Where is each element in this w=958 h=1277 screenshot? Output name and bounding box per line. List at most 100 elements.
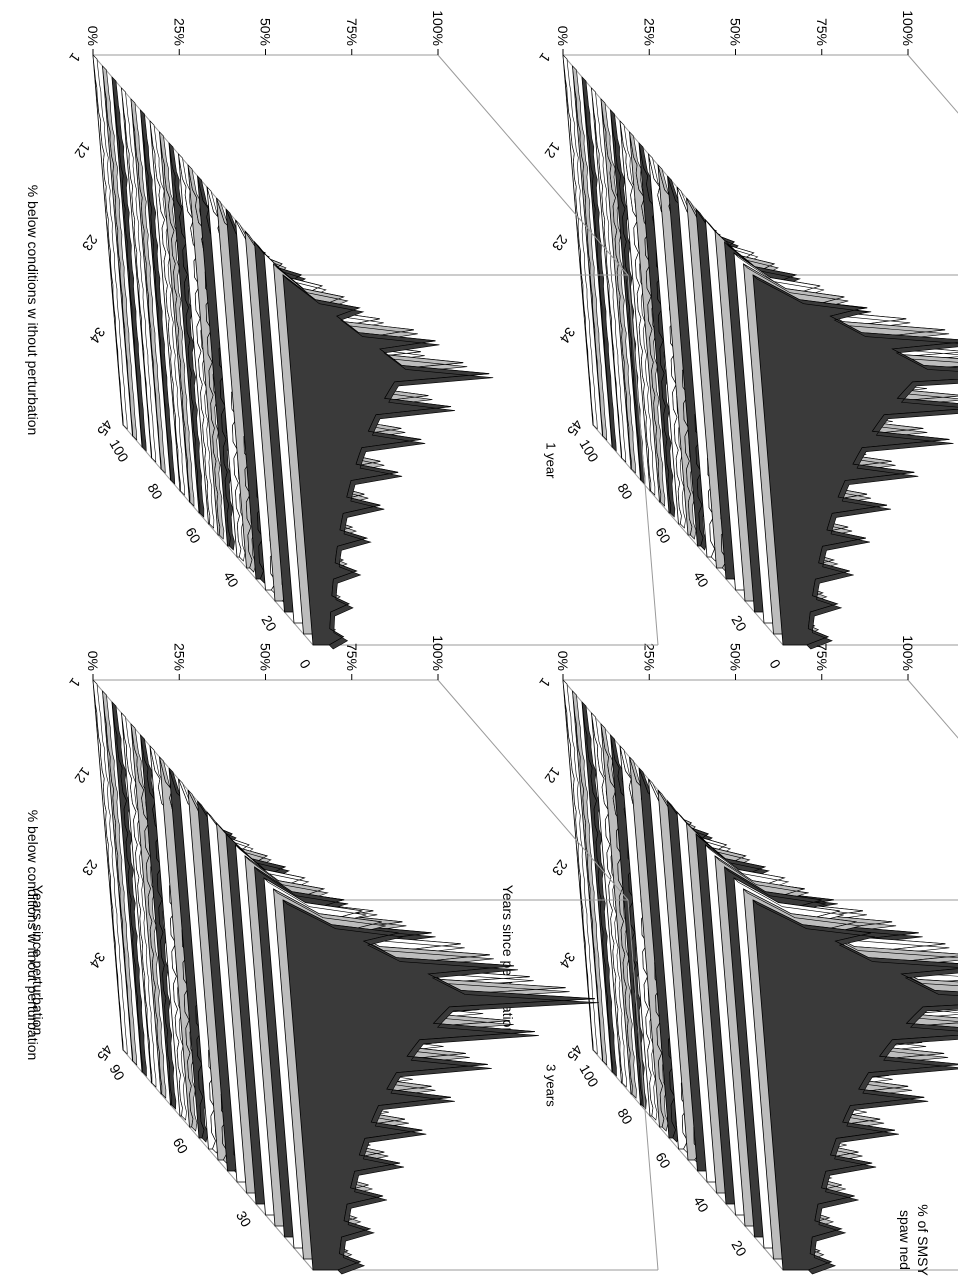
y-tick-label: 50% bbox=[728, 18, 744, 46]
y-tick-label: 25% bbox=[171, 18, 187, 46]
y-tick-label: 75% bbox=[814, 18, 830, 46]
y-tick-label: 0% bbox=[85, 26, 101, 46]
z-tick-label: 0 bbox=[296, 657, 314, 672]
x-axis-title: Years since perturbation bbox=[500, 885, 516, 1035]
y-tick-label: 50% bbox=[258, 18, 274, 46]
y-tick-label: 100% bbox=[900, 635, 916, 671]
y-tick-label: 0% bbox=[555, 26, 571, 46]
z-tick-label: 60 bbox=[170, 1135, 192, 1157]
series-ribbon-top bbox=[159, 131, 195, 507]
series-ribbon-top bbox=[282, 899, 599, 1275]
chart-panel: 0%25%50%75%100%1122334450204060801004 ye… bbox=[500, 635, 958, 1276]
x-tick-label: 34 bbox=[556, 324, 578, 346]
series-ribbon-top bbox=[752, 274, 958, 650]
x-tick-label: 23 bbox=[79, 232, 101, 254]
y-tick-label: 100% bbox=[430, 635, 446, 671]
y-tick-label: 75% bbox=[344, 18, 360, 46]
series-ribbon-top bbox=[121, 87, 157, 463]
y-tick-label: 50% bbox=[728, 643, 744, 671]
series-ribbon-top bbox=[600, 98, 636, 474]
z-tick-label: 20 bbox=[728, 1238, 750, 1260]
x-tick-label: 1 bbox=[66, 675, 84, 691]
series-ribbon-top bbox=[111, 76, 147, 452]
z-tick-label: 100 bbox=[576, 1062, 602, 1090]
y-tick-label: 25% bbox=[641, 18, 657, 46]
frame-line bbox=[437, 679, 629, 901]
frame-line bbox=[907, 679, 958, 901]
z-tick-label: 80 bbox=[614, 481, 636, 503]
y-tick-label: 25% bbox=[641, 643, 657, 671]
x-tick-label: 34 bbox=[86, 324, 108, 346]
y-tick-label: 75% bbox=[344, 643, 360, 671]
z-axis-title-line2: spaw ned bbox=[897, 1210, 913, 1270]
frame-line bbox=[627, 274, 659, 646]
x-tick-label: 23 bbox=[549, 857, 571, 879]
series-ribbon-top bbox=[149, 120, 185, 496]
series-ribbon-top bbox=[282, 274, 494, 650]
chart-panel: 0% 25% 50% 75% 100% 1 12 23 34 45 0 20 40 60 80 100 1 ye… bbox=[66, 10, 659, 672]
frame-line bbox=[907, 54, 958, 276]
frame-line bbox=[437, 54, 629, 276]
series-ribbon-top bbox=[102, 690, 138, 1066]
x-tick-label: 34 bbox=[556, 949, 578, 971]
series-ribbon-top bbox=[572, 65, 608, 441]
x-tick-label: 45 bbox=[564, 1042, 586, 1064]
y-tick-label: 25% bbox=[171, 643, 187, 671]
z-tick-label: 20 bbox=[258, 613, 280, 635]
x-tick-label: 12 bbox=[541, 764, 563, 786]
z-axis-title-line1: % of SMSY bbox=[915, 1204, 931, 1276]
y-tick-label: 75% bbox=[814, 643, 830, 671]
series-ribbon-top bbox=[581, 76, 617, 452]
z-tick-label: 100 bbox=[106, 437, 132, 465]
x-tick-label: 23 bbox=[549, 232, 571, 254]
x-tick-label: 1 bbox=[66, 50, 84, 66]
panels: 0%25%50%75%100%1122334450204060801002 ye… bbox=[30, 10, 958, 1276]
z-tick-label: 30 bbox=[233, 1208, 255, 1230]
x-tick-label: 34 bbox=[86, 949, 108, 971]
x-tick-label: 23 bbox=[79, 857, 101, 879]
series-ribbon-top bbox=[140, 109, 176, 485]
series-ribbon-top bbox=[130, 98, 166, 474]
x-tick-label: 1 bbox=[536, 50, 554, 66]
x-tick-label: 1 bbox=[536, 675, 554, 691]
y-axis-title-left: % below conditions w ithout perturbation bbox=[25, 185, 41, 436]
y-tick-label: 50% bbox=[258, 643, 274, 671]
x-tick-label: 45 bbox=[94, 1042, 116, 1064]
z-tick-label: 80 bbox=[614, 1106, 636, 1128]
chart-panel: 0% 25% 50% 75% 100% 1 12 23 34 45 0 30 60 90 3 years Ye… bbox=[30, 635, 659, 1275]
x-tick-label: 45 bbox=[564, 417, 586, 439]
x-tick-label: 12 bbox=[541, 139, 563, 161]
series-ribbon-top bbox=[562, 54, 598, 430]
z-tick-label: 100 bbox=[576, 437, 602, 465]
z-tick-label: 40 bbox=[690, 1194, 712, 1216]
x-tick-label: 45 bbox=[94, 417, 116, 439]
y-tick-label: 100% bbox=[430, 10, 446, 46]
z-tick-label: 60 bbox=[182, 525, 204, 547]
series-ribbon-top bbox=[111, 701, 147, 1077]
y-tick-label: 100% bbox=[900, 10, 916, 46]
x-tick-label: 12 bbox=[71, 764, 93, 786]
series-ribbon-top bbox=[572, 690, 608, 1066]
series-ribbon-top bbox=[92, 54, 128, 430]
z-tick-label: 80 bbox=[144, 481, 166, 503]
panel-title: 1 year bbox=[544, 442, 559, 479]
x-axis-title: Years since perturbation bbox=[30, 885, 46, 1035]
z-tick-label: 90 bbox=[106, 1062, 128, 1084]
z-tick-label: 40 bbox=[220, 569, 242, 591]
series-ribbon-top bbox=[102, 65, 138, 441]
y-tick-label: 0% bbox=[555, 651, 571, 671]
z-tick-label: 60 bbox=[652, 1150, 674, 1172]
z-tick-label: 0 bbox=[766, 657, 784, 672]
rotated-figure: % below conditions w ithout perturbation… bbox=[25, 10, 958, 1276]
series-ribbon-top bbox=[92, 679, 128, 1055]
series-ribbon-top bbox=[562, 679, 598, 1055]
panel-title: 3 years bbox=[544, 1064, 559, 1107]
series-ribbon-top bbox=[121, 712, 157, 1088]
series-ribbon-top bbox=[752, 899, 958, 1275]
y-tick-label: 0% bbox=[85, 651, 101, 671]
y-axis-title-right: % below conditions w ithout perturbation bbox=[25, 810, 41, 1061]
series-ribbon-top bbox=[581, 701, 617, 1077]
frame-line bbox=[627, 899, 659, 1271]
z-tick-label: 60 bbox=[652, 525, 674, 547]
